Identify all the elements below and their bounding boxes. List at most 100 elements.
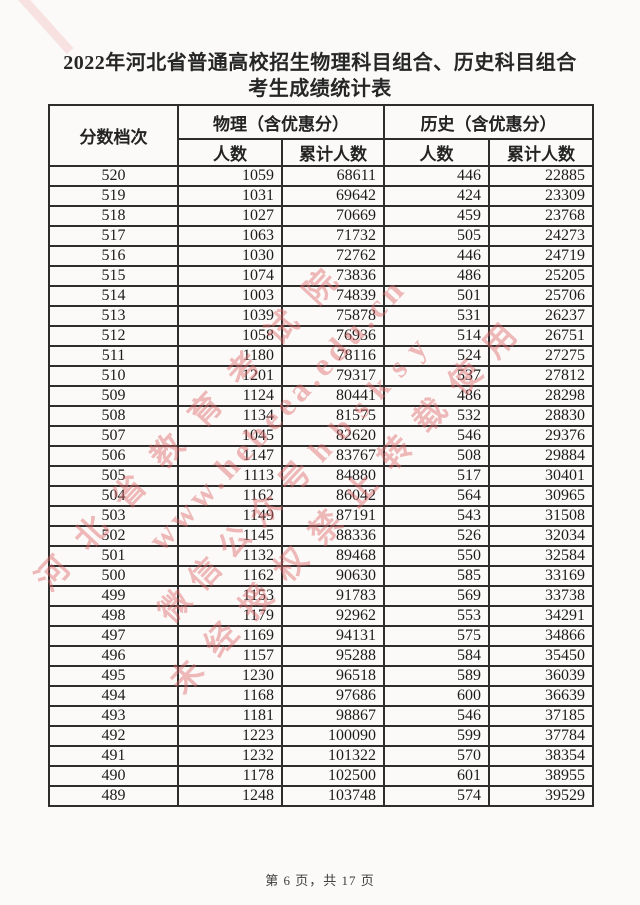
history-count-cell: 584 — [383, 645, 490, 667]
history-count-cell: 546 — [383, 425, 490, 447]
history-cumulative-cell: 33738 — [488, 585, 594, 607]
score-cell: 503 — [48, 505, 179, 527]
table-row: 507 1045 82620 546 29376 — [48, 425, 594, 447]
score-cell: 510 — [48, 365, 179, 387]
score-cell: 499 — [48, 585, 179, 607]
physics-cumulative-cell: 102500 — [281, 765, 385, 787]
table-row: 514 1003 74839 501 25706 — [48, 285, 594, 307]
history-count-cell: 570 — [383, 745, 490, 767]
physics-count-cell: 1162 — [177, 565, 283, 587]
history-count-cell: 589 — [383, 665, 490, 687]
physics-cumulative-cell: 70669 — [281, 205, 385, 227]
table-row: 496 1157 95288 584 35450 — [48, 645, 594, 667]
physics-cumulative-cell: 88336 — [281, 525, 385, 547]
physics-cumulative-cell: 91783 — [281, 585, 385, 607]
physics-cumulative-cell: 97686 — [281, 685, 385, 707]
table-row: 499 1153 91783 569 33738 — [48, 585, 594, 607]
history-count-cell: 532 — [383, 405, 490, 427]
physics-cumulative-cell: 71732 — [281, 225, 385, 247]
header-physics-cumulative: 累计人数 — [281, 138, 385, 167]
physics-count-cell: 1149 — [177, 505, 283, 527]
page-title-line1: 2022年河北省普通高校招生物理科目组合、历史科目组合 — [63, 52, 577, 74]
physics-cumulative-cell: 90630 — [281, 565, 385, 587]
score-cell: 494 — [48, 685, 179, 707]
score-cell: 516 — [48, 245, 179, 267]
physics-count-cell: 1162 — [177, 485, 283, 507]
physics-count-cell: 1031 — [177, 185, 283, 207]
history-cumulative-cell: 27812 — [488, 365, 594, 387]
history-count-cell: 575 — [383, 625, 490, 647]
history-count-cell: 531 — [383, 305, 490, 327]
corner-watermark-streak — [0, 0, 74, 55]
history-cumulative-cell: 32584 — [488, 545, 594, 567]
table-row: 490 1178 102500 601 38955 — [48, 765, 594, 787]
score-cell: 520 — [48, 165, 179, 187]
score-cell: 513 — [48, 305, 179, 327]
physics-count-cell: 1030 — [177, 245, 283, 267]
score-cell: 493 — [48, 705, 179, 727]
history-cumulative-cell: 24273 — [488, 225, 594, 247]
table-row: 495 1230 96518 589 36039 — [48, 665, 594, 687]
table-row: 512 1058 76936 514 26751 — [48, 325, 594, 347]
history-cumulative-cell: 23768 — [488, 205, 594, 227]
physics-cumulative-cell: 86042 — [281, 485, 385, 507]
history-cumulative-cell: 24719 — [488, 245, 594, 267]
physics-cumulative-cell: 75878 — [281, 305, 385, 327]
history-count-cell: 564 — [383, 485, 490, 507]
physics-cumulative-cell: 83767 — [281, 445, 385, 467]
table-row: 508 1134 81575 532 28830 — [48, 405, 594, 427]
table-row: 492 1223 100090 599 37784 — [48, 725, 594, 747]
table-header-row-2: 人数 累计人数 人数 累计人数 — [49, 138, 594, 167]
header-physics-group: 物理（含优惠分） — [177, 104, 385, 140]
history-cumulative-cell: 39529 — [488, 785, 594, 807]
header-history-group: 历史（含优惠分） — [383, 104, 594, 140]
history-cumulative-cell: 29376 — [488, 425, 594, 447]
score-cell: 502 — [48, 525, 179, 547]
physics-count-cell: 1074 — [177, 265, 283, 287]
history-count-cell: 424 — [383, 185, 490, 207]
physics-cumulative-cell: 95288 — [281, 645, 385, 667]
physics-count-cell: 1003 — [177, 285, 283, 307]
page-title-line2: 考生成绩统计表 — [248, 78, 392, 100]
physics-count-cell: 1058 — [177, 325, 283, 347]
history-count-cell: 601 — [383, 765, 490, 787]
history-count-cell: 508 — [383, 445, 490, 467]
history-cumulative-cell: 23309 — [488, 185, 594, 207]
physics-count-cell: 1232 — [177, 745, 283, 767]
table-row: 500 1162 90630 585 33169 — [48, 565, 594, 587]
score-table-body: 520 1059 68611 446 22885 519 1031 69642 … — [48, 165, 594, 807]
physics-cumulative-cell: 80441 — [281, 385, 385, 407]
table-row: 520 1059 68611 446 22885 — [48, 165, 594, 187]
table-row: 498 1179 92962 553 34291 — [48, 605, 594, 627]
history-cumulative-cell: 26237 — [488, 305, 594, 327]
physics-cumulative-cell: 68611 — [281, 165, 385, 187]
score-cell: 504 — [48, 485, 179, 507]
history-count-cell: 574 — [383, 785, 490, 807]
table-row: 489 1248 103748 574 39529 — [48, 785, 594, 807]
page-number-footer: 第 6 页，共 17 页 — [265, 873, 375, 888]
history-count-cell: 459 — [383, 205, 490, 227]
history-cumulative-cell: 38354 — [488, 745, 594, 767]
score-cell: 515 — [48, 265, 179, 287]
table-row: 504 1162 86042 564 30965 — [48, 485, 594, 507]
history-cumulative-cell: 25205 — [488, 265, 594, 287]
physics-count-cell: 1045 — [177, 425, 283, 447]
history-count-cell: 505 — [383, 225, 490, 247]
table-row: 516 1030 72762 446 24719 — [48, 245, 594, 267]
table-row: 497 1169 94131 575 34866 — [48, 625, 594, 647]
physics-count-cell: 1201 — [177, 365, 283, 387]
history-count-cell: 546 — [383, 705, 490, 727]
physics-cumulative-cell: 94131 — [281, 625, 385, 647]
score-cell: 498 — [48, 605, 179, 627]
score-cell: 519 — [48, 185, 179, 207]
table-row: 513 1039 75878 531 26237 — [48, 305, 594, 327]
physics-count-cell: 1113 — [177, 465, 283, 487]
history-count-cell: 550 — [383, 545, 490, 567]
table-row: 505 1113 84880 517 30401 — [48, 465, 594, 487]
history-cumulative-cell: 36639 — [488, 685, 594, 707]
physics-count-cell: 1147 — [177, 445, 283, 467]
physics-count-cell: 1168 — [177, 685, 283, 707]
score-cell: 490 — [48, 765, 179, 787]
table-row: 491 1232 101322 570 38354 — [48, 745, 594, 767]
physics-count-cell: 1063 — [177, 225, 283, 247]
